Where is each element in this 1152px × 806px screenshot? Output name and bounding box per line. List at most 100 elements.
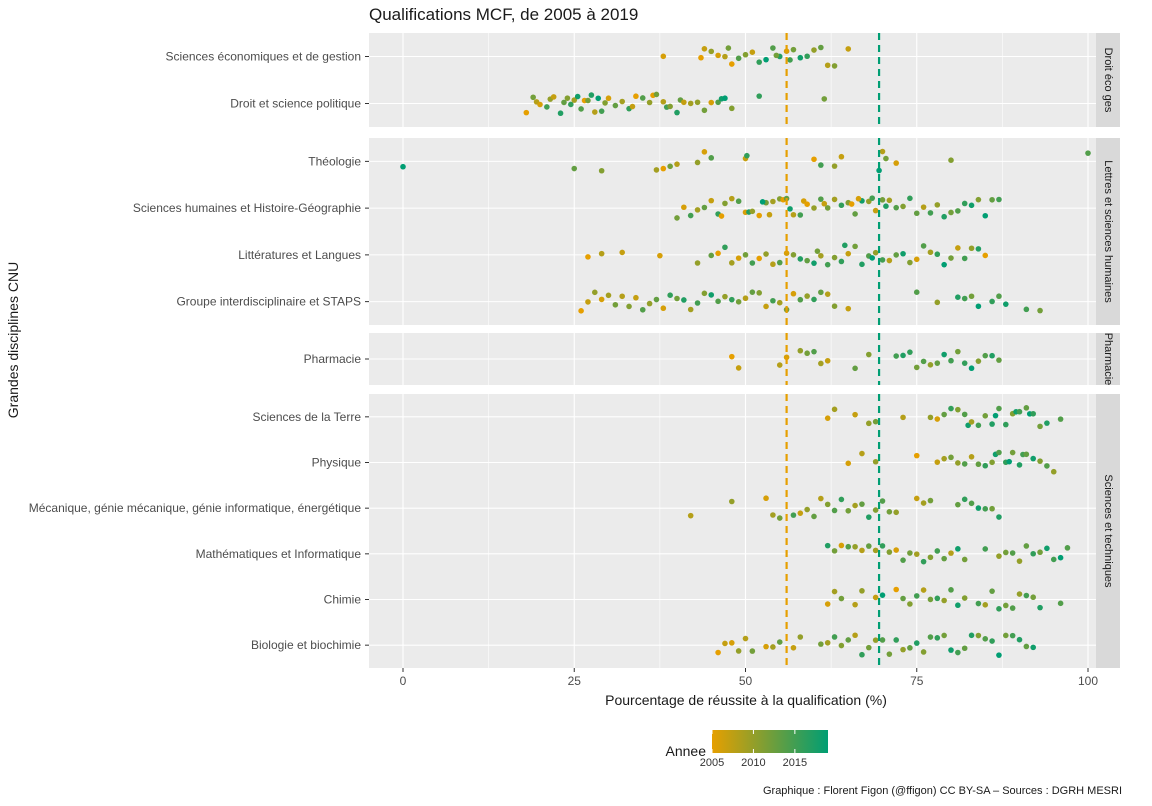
- data-point: [941, 597, 947, 604]
- data-point: [927, 249, 934, 256]
- y-tick-label: Biologie et biochimie: [251, 638, 361, 652]
- data-point: [770, 297, 776, 304]
- data-point: [1044, 545, 1050, 552]
- data-point: [996, 405, 1002, 412]
- data-point: [824, 501, 831, 508]
- data-point: [804, 293, 810, 299]
- data-point: [845, 46, 852, 52]
- data-point: [893, 509, 899, 516]
- data-point: [1037, 307, 1043, 314]
- legend-title: Annee: [666, 743, 707, 759]
- data-point: [598, 108, 605, 114]
- data-point: [852, 411, 858, 418]
- data-point: [735, 55, 742, 62]
- data-point: [1003, 602, 1009, 609]
- data-point: [989, 421, 995, 427]
- data-point: [729, 353, 735, 360]
- data-point: [824, 601, 831, 607]
- data-point: [955, 460, 961, 466]
- data-point: [872, 249, 879, 256]
- data-point: [852, 365, 858, 372]
- data-point: [667, 292, 673, 298]
- data-point: [687, 212, 694, 219]
- data-point: [537, 101, 543, 108]
- data-point: [749, 289, 756, 295]
- data-point: [694, 207, 701, 213]
- data-point: [992, 412, 999, 419]
- data-point: [811, 296, 817, 303]
- data-point: [804, 506, 810, 513]
- data-point: [838, 153, 845, 160]
- data-point: [735, 299, 742, 305]
- data-point: [708, 99, 715, 106]
- caption: Graphique : Florent Figon (@ffigon) CC B…: [763, 785, 1122, 797]
- data-point: [961, 595, 968, 601]
- data-point: [701, 204, 708, 211]
- data-point: [948, 587, 954, 593]
- y-axis-title: Grandes disciplines CNU: [5, 262, 21, 418]
- data-point: [763, 251, 769, 257]
- data-point: [859, 450, 865, 457]
- data-point: [729, 61, 735, 67]
- data-point: [886, 549, 893, 555]
- data-point: [927, 497, 934, 504]
- data-point: [989, 298, 995, 305]
- data-point: [729, 260, 735, 266]
- data-point: [1009, 449, 1016, 456]
- data-point: [876, 167, 882, 174]
- data-point: [667, 163, 673, 170]
- data-point: [729, 195, 735, 202]
- y-tick-label: Mathématiques et Informatique: [196, 547, 362, 561]
- data-point: [838, 595, 845, 602]
- data-point: [920, 649, 927, 655]
- data-point: [859, 588, 865, 594]
- data-point: [900, 557, 906, 563]
- data-point: [787, 206, 793, 212]
- data-point: [869, 255, 876, 261]
- y-tick-label: Pharmacie: [304, 352, 362, 366]
- data-point: [776, 639, 783, 645]
- data-point: [804, 350, 810, 357]
- data-point: [831, 196, 838, 203]
- data-point: [893, 204, 899, 211]
- data-point: [763, 303, 769, 310]
- data-point: [708, 155, 715, 161]
- data-point: [900, 352, 906, 359]
- data-point: [818, 289, 824, 296]
- data-point: [790, 644, 797, 651]
- data-point: [722, 640, 728, 647]
- data-point: [749, 648, 756, 654]
- data-point: [725, 45, 732, 51]
- x-axis-title: Pourcentage de réussite à la qualificati…: [605, 692, 887, 708]
- data-point: [934, 459, 941, 465]
- data-point: [893, 160, 899, 166]
- data-point: [920, 587, 927, 593]
- data-point: [941, 632, 947, 639]
- data-point: [633, 93, 639, 100]
- data-point: [715, 99, 721, 106]
- data-point: [639, 95, 646, 101]
- data-point: [831, 548, 838, 554]
- data-point: [1023, 643, 1030, 650]
- data-point: [776, 259, 783, 266]
- data-point: [1023, 592, 1030, 599]
- y-tick-label: Droit et science politique: [230, 97, 361, 111]
- data-point: [955, 245, 961, 251]
- data-point: [934, 635, 941, 641]
- data-point: [961, 360, 968, 366]
- data-point: [735, 198, 742, 205]
- data-point: [961, 255, 968, 262]
- x-tick-label: 75: [910, 674, 924, 688]
- data-point: [660, 98, 667, 105]
- data-point: [687, 512, 694, 519]
- data-point: [1023, 543, 1030, 549]
- data-point: [866, 543, 872, 549]
- data-point: [1030, 644, 1036, 651]
- data-point: [968, 500, 975, 507]
- data-point: [982, 506, 989, 512]
- data-point: [907, 645, 913, 651]
- y-tick-label: Sciences économiques et de gestion: [166, 50, 361, 64]
- data-point: [831, 406, 838, 413]
- data-point: [848, 201, 855, 207]
- data-point: [886, 257, 893, 264]
